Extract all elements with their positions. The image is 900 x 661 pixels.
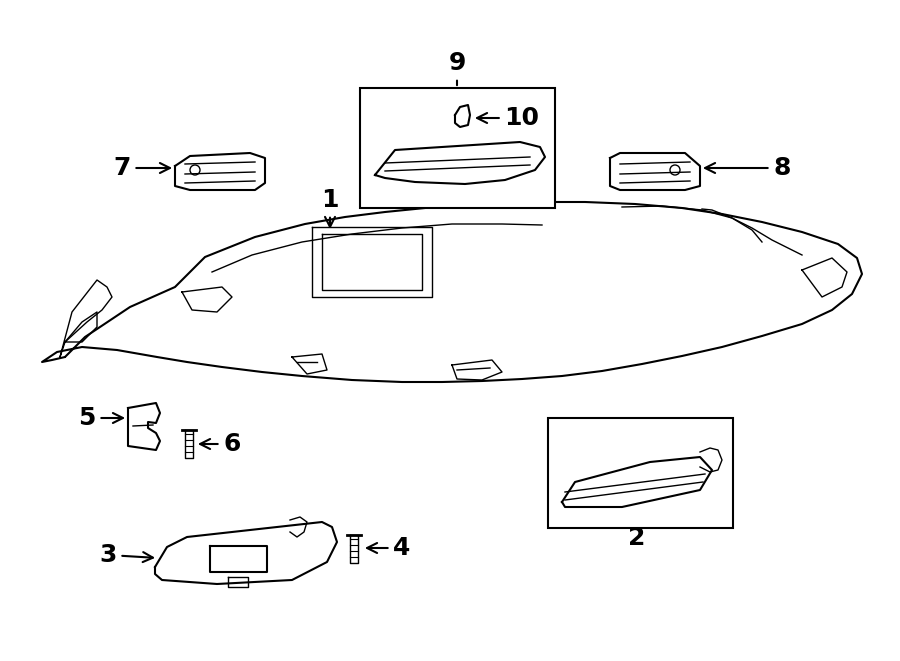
Bar bbox=[548, 418, 733, 528]
Text: 1: 1 bbox=[321, 188, 338, 227]
Text: 2: 2 bbox=[628, 526, 645, 550]
Text: 5: 5 bbox=[78, 406, 123, 430]
Text: 8: 8 bbox=[705, 156, 791, 180]
Text: 3: 3 bbox=[99, 543, 153, 567]
Bar bbox=[360, 88, 555, 208]
Text: 10: 10 bbox=[477, 106, 539, 130]
Text: 4: 4 bbox=[367, 536, 410, 560]
Text: 7: 7 bbox=[113, 156, 170, 180]
Text: 6: 6 bbox=[200, 432, 240, 456]
Text: 9: 9 bbox=[448, 51, 465, 85]
